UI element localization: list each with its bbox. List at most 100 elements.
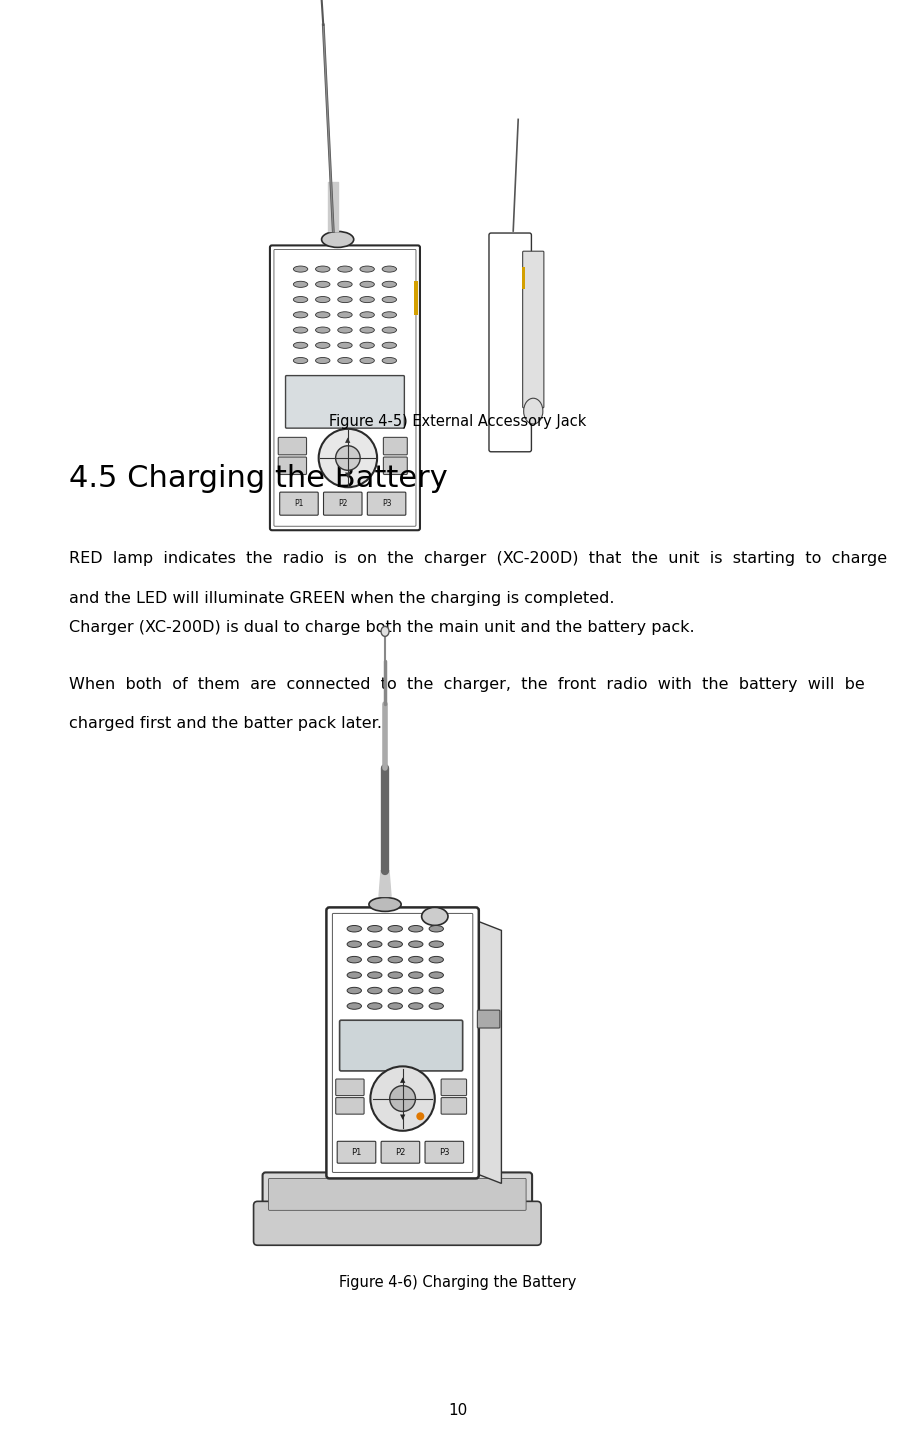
Ellipse shape [429, 972, 444, 978]
FancyBboxPatch shape [383, 456, 407, 474]
Text: P3: P3 [439, 1148, 449, 1156]
Ellipse shape [523, 398, 543, 425]
Ellipse shape [360, 267, 374, 272]
Ellipse shape [294, 312, 307, 317]
Text: 10: 10 [447, 1403, 468, 1417]
FancyBboxPatch shape [478, 1010, 500, 1027]
Ellipse shape [294, 267, 307, 272]
Polygon shape [476, 920, 501, 1184]
FancyBboxPatch shape [489, 233, 532, 452]
Ellipse shape [338, 281, 352, 287]
Ellipse shape [382, 312, 396, 317]
FancyBboxPatch shape [269, 1178, 526, 1210]
Ellipse shape [382, 297, 396, 303]
Text: P2: P2 [338, 498, 348, 509]
Ellipse shape [360, 342, 374, 348]
FancyBboxPatch shape [263, 1172, 533, 1239]
Ellipse shape [338, 312, 352, 317]
Ellipse shape [382, 327, 396, 333]
Ellipse shape [409, 1003, 423, 1010]
Ellipse shape [369, 897, 401, 911]
Text: Figure 4-5) External Accessory Jack: Figure 4-5) External Accessory Jack [328, 414, 587, 429]
Ellipse shape [368, 956, 382, 964]
Ellipse shape [316, 297, 330, 303]
Ellipse shape [347, 972, 361, 978]
FancyBboxPatch shape [336, 1097, 364, 1114]
Ellipse shape [368, 972, 382, 978]
Ellipse shape [316, 312, 330, 317]
Ellipse shape [422, 907, 448, 926]
Ellipse shape [316, 358, 330, 364]
Ellipse shape [347, 956, 361, 964]
Ellipse shape [409, 987, 423, 994]
FancyBboxPatch shape [327, 907, 479, 1178]
Ellipse shape [381, 626, 389, 636]
Text: RED  lamp  indicates  the  radio  is  on  the  charger  (XC-200D)  that  the  un: RED lamp indicates the radio is on the c… [69, 551, 887, 565]
Ellipse shape [429, 956, 444, 964]
Ellipse shape [409, 956, 423, 964]
Ellipse shape [429, 940, 444, 948]
Ellipse shape [294, 297, 307, 303]
FancyBboxPatch shape [285, 375, 404, 427]
FancyBboxPatch shape [336, 1080, 364, 1095]
FancyBboxPatch shape [339, 1020, 463, 1071]
Ellipse shape [382, 358, 396, 364]
Ellipse shape [409, 940, 423, 948]
Ellipse shape [294, 358, 307, 364]
FancyBboxPatch shape [338, 1142, 376, 1164]
Text: P1: P1 [295, 498, 304, 509]
Ellipse shape [294, 342, 307, 348]
Text: ▲: ▲ [400, 1077, 405, 1082]
Ellipse shape [347, 987, 361, 994]
Text: P2: P2 [395, 1148, 405, 1156]
Text: ▼: ▼ [400, 1114, 405, 1120]
Ellipse shape [360, 281, 374, 287]
Ellipse shape [382, 267, 396, 272]
Circle shape [336, 446, 361, 471]
Ellipse shape [294, 281, 307, 287]
Text: 4.5 Charging the Battery: 4.5 Charging the Battery [69, 464, 447, 493]
Circle shape [416, 1113, 425, 1120]
Text: Figure 4-6) Charging the Battery: Figure 4-6) Charging the Battery [339, 1275, 576, 1290]
Text: charged first and the batter pack later.: charged first and the batter pack later. [69, 716, 382, 730]
Text: P1: P1 [351, 1148, 361, 1156]
FancyBboxPatch shape [253, 1201, 541, 1245]
Ellipse shape [388, 940, 403, 948]
FancyBboxPatch shape [382, 1142, 420, 1164]
FancyBboxPatch shape [270, 245, 420, 530]
Ellipse shape [294, 327, 307, 333]
Ellipse shape [368, 926, 382, 932]
Polygon shape [379, 871, 391, 897]
Text: When  both  of  them  are  connected  to  the  charger,  the  front  radio  with: When both of them are connected to the c… [69, 677, 865, 691]
Ellipse shape [368, 1003, 382, 1010]
Ellipse shape [338, 327, 352, 333]
Ellipse shape [316, 267, 330, 272]
Text: and the LED will illuminate GREEN when the charging is completed.: and the LED will illuminate GREEN when t… [69, 591, 614, 606]
Ellipse shape [347, 940, 361, 948]
FancyBboxPatch shape [522, 267, 524, 288]
Text: Charger (XC-200D) is dual to charge both the main unit and the battery pack.: Charger (XC-200D) is dual to charge both… [69, 620, 694, 635]
Text: P3: P3 [382, 498, 392, 509]
Ellipse shape [321, 232, 354, 248]
Ellipse shape [347, 1003, 361, 1010]
Ellipse shape [368, 940, 382, 948]
Text: ▲: ▲ [345, 438, 350, 443]
FancyBboxPatch shape [278, 438, 307, 455]
Ellipse shape [388, 987, 403, 994]
Ellipse shape [338, 297, 352, 303]
Ellipse shape [338, 358, 352, 364]
Ellipse shape [316, 281, 330, 287]
Ellipse shape [316, 327, 330, 333]
Ellipse shape [360, 297, 374, 303]
Ellipse shape [368, 987, 382, 994]
FancyBboxPatch shape [324, 493, 362, 516]
Ellipse shape [360, 358, 374, 364]
Ellipse shape [316, 342, 330, 348]
FancyBboxPatch shape [522, 251, 544, 407]
Text: ▼: ▼ [345, 472, 350, 478]
Ellipse shape [382, 342, 396, 348]
Ellipse shape [429, 987, 444, 994]
Ellipse shape [409, 972, 423, 978]
Circle shape [371, 1066, 435, 1130]
Ellipse shape [409, 926, 423, 932]
